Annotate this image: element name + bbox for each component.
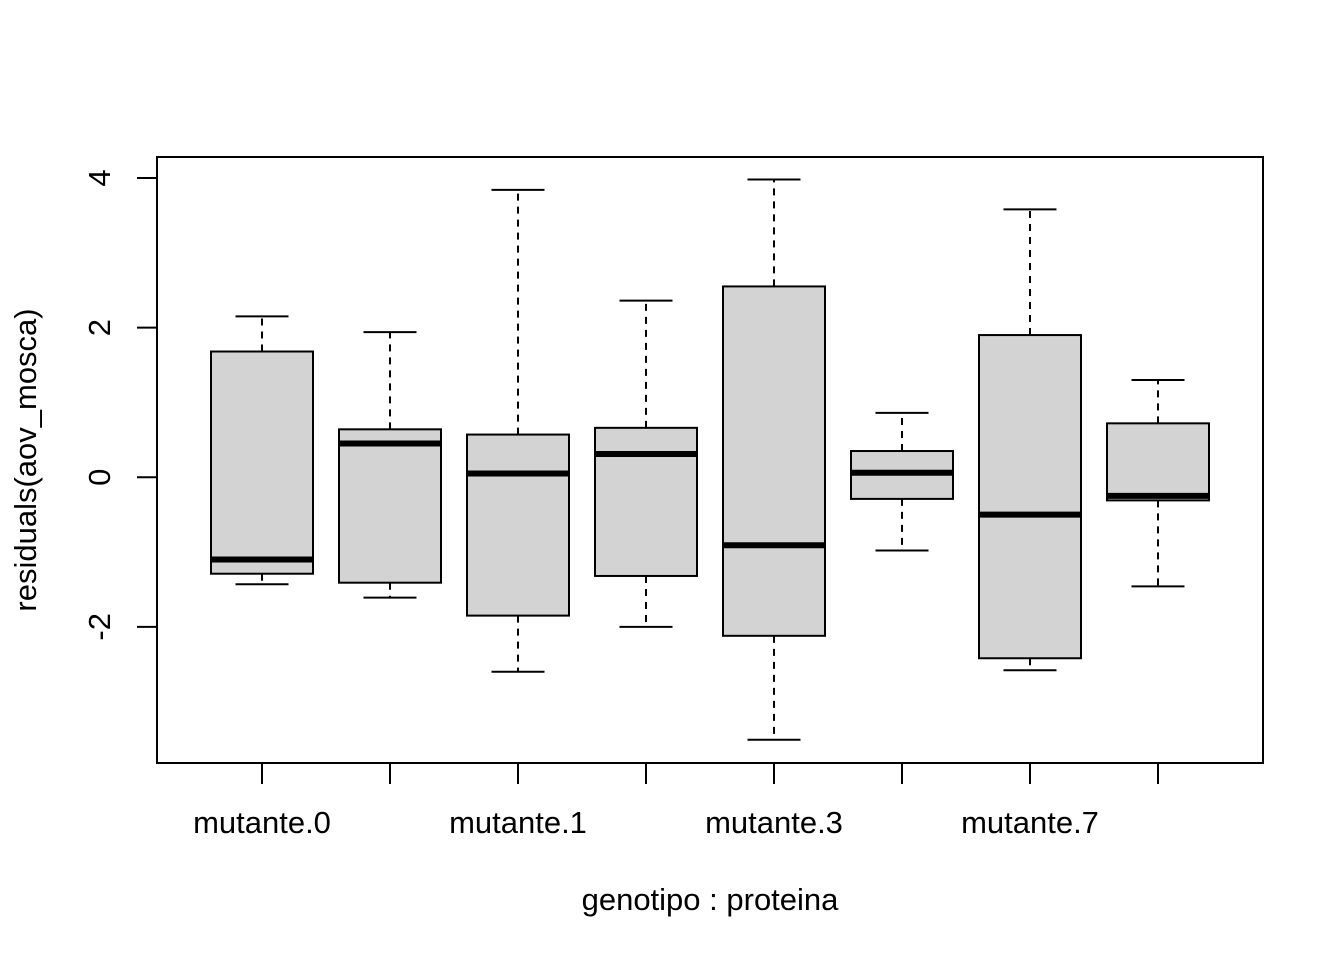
- box-1: [210, 315, 314, 586]
- box-body: [722, 285, 826, 637]
- box-body: [210, 350, 314, 575]
- box-4: [594, 299, 698, 628]
- box-5: [722, 178, 826, 741]
- box-7: [978, 208, 1082, 672]
- box-6: [850, 411, 954, 552]
- x-tick-label: mutante.0: [193, 805, 331, 840]
- box-group: [210, 178, 1210, 741]
- box-2: [338, 331, 442, 599]
- box-3: [466, 188, 570, 673]
- x-tick-label: mutante.1: [449, 805, 587, 840]
- y-axis: -2 0 2 4: [82, 169, 157, 641]
- box-body: [338, 428, 442, 584]
- y-tick-label: 2: [82, 319, 117, 336]
- y-tick-label: -2: [82, 613, 117, 641]
- box-body: [594, 426, 698, 577]
- y-axis-title: residuals(aov_mosca): [8, 308, 43, 611]
- box-body: [978, 334, 1082, 660]
- y-tick-label: 4: [82, 169, 117, 186]
- x-axis: mutante.0 mutante.1 mutante.3 mutante.7: [193, 763, 1159, 840]
- plot-frame: [156, 156, 1264, 764]
- box-body: [466, 433, 570, 617]
- box-body: [1106, 422, 1210, 502]
- y-tick-label: 0: [82, 469, 117, 486]
- x-tick-label: mutante.7: [961, 805, 1099, 840]
- x-axis-title: genotipo : proteina: [582, 882, 840, 917]
- box-8: [1106, 378, 1210, 588]
- x-tick-label: mutante.3: [705, 805, 843, 840]
